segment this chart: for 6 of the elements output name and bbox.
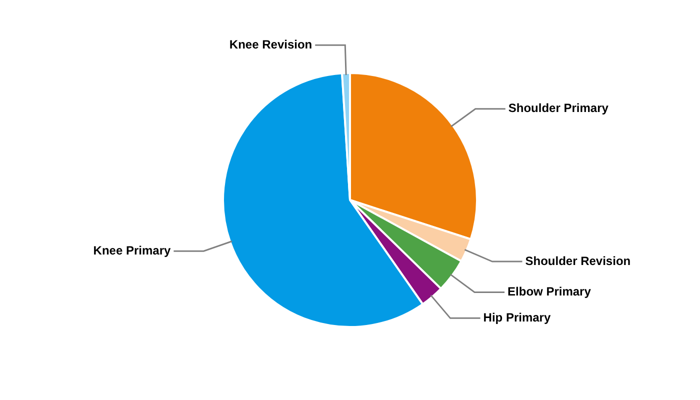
slice-label: Knee Revision	[229, 37, 312, 52]
slice-label: Shoulder Primary	[508, 101, 609, 116]
slice-label: Elbow Primary	[508, 284, 592, 299]
slice-label: Hip Primary	[483, 310, 551, 324]
slice-label: Knee Primary	[93, 243, 171, 258]
slice-label: Shoulder Revision	[525, 254, 631, 268]
